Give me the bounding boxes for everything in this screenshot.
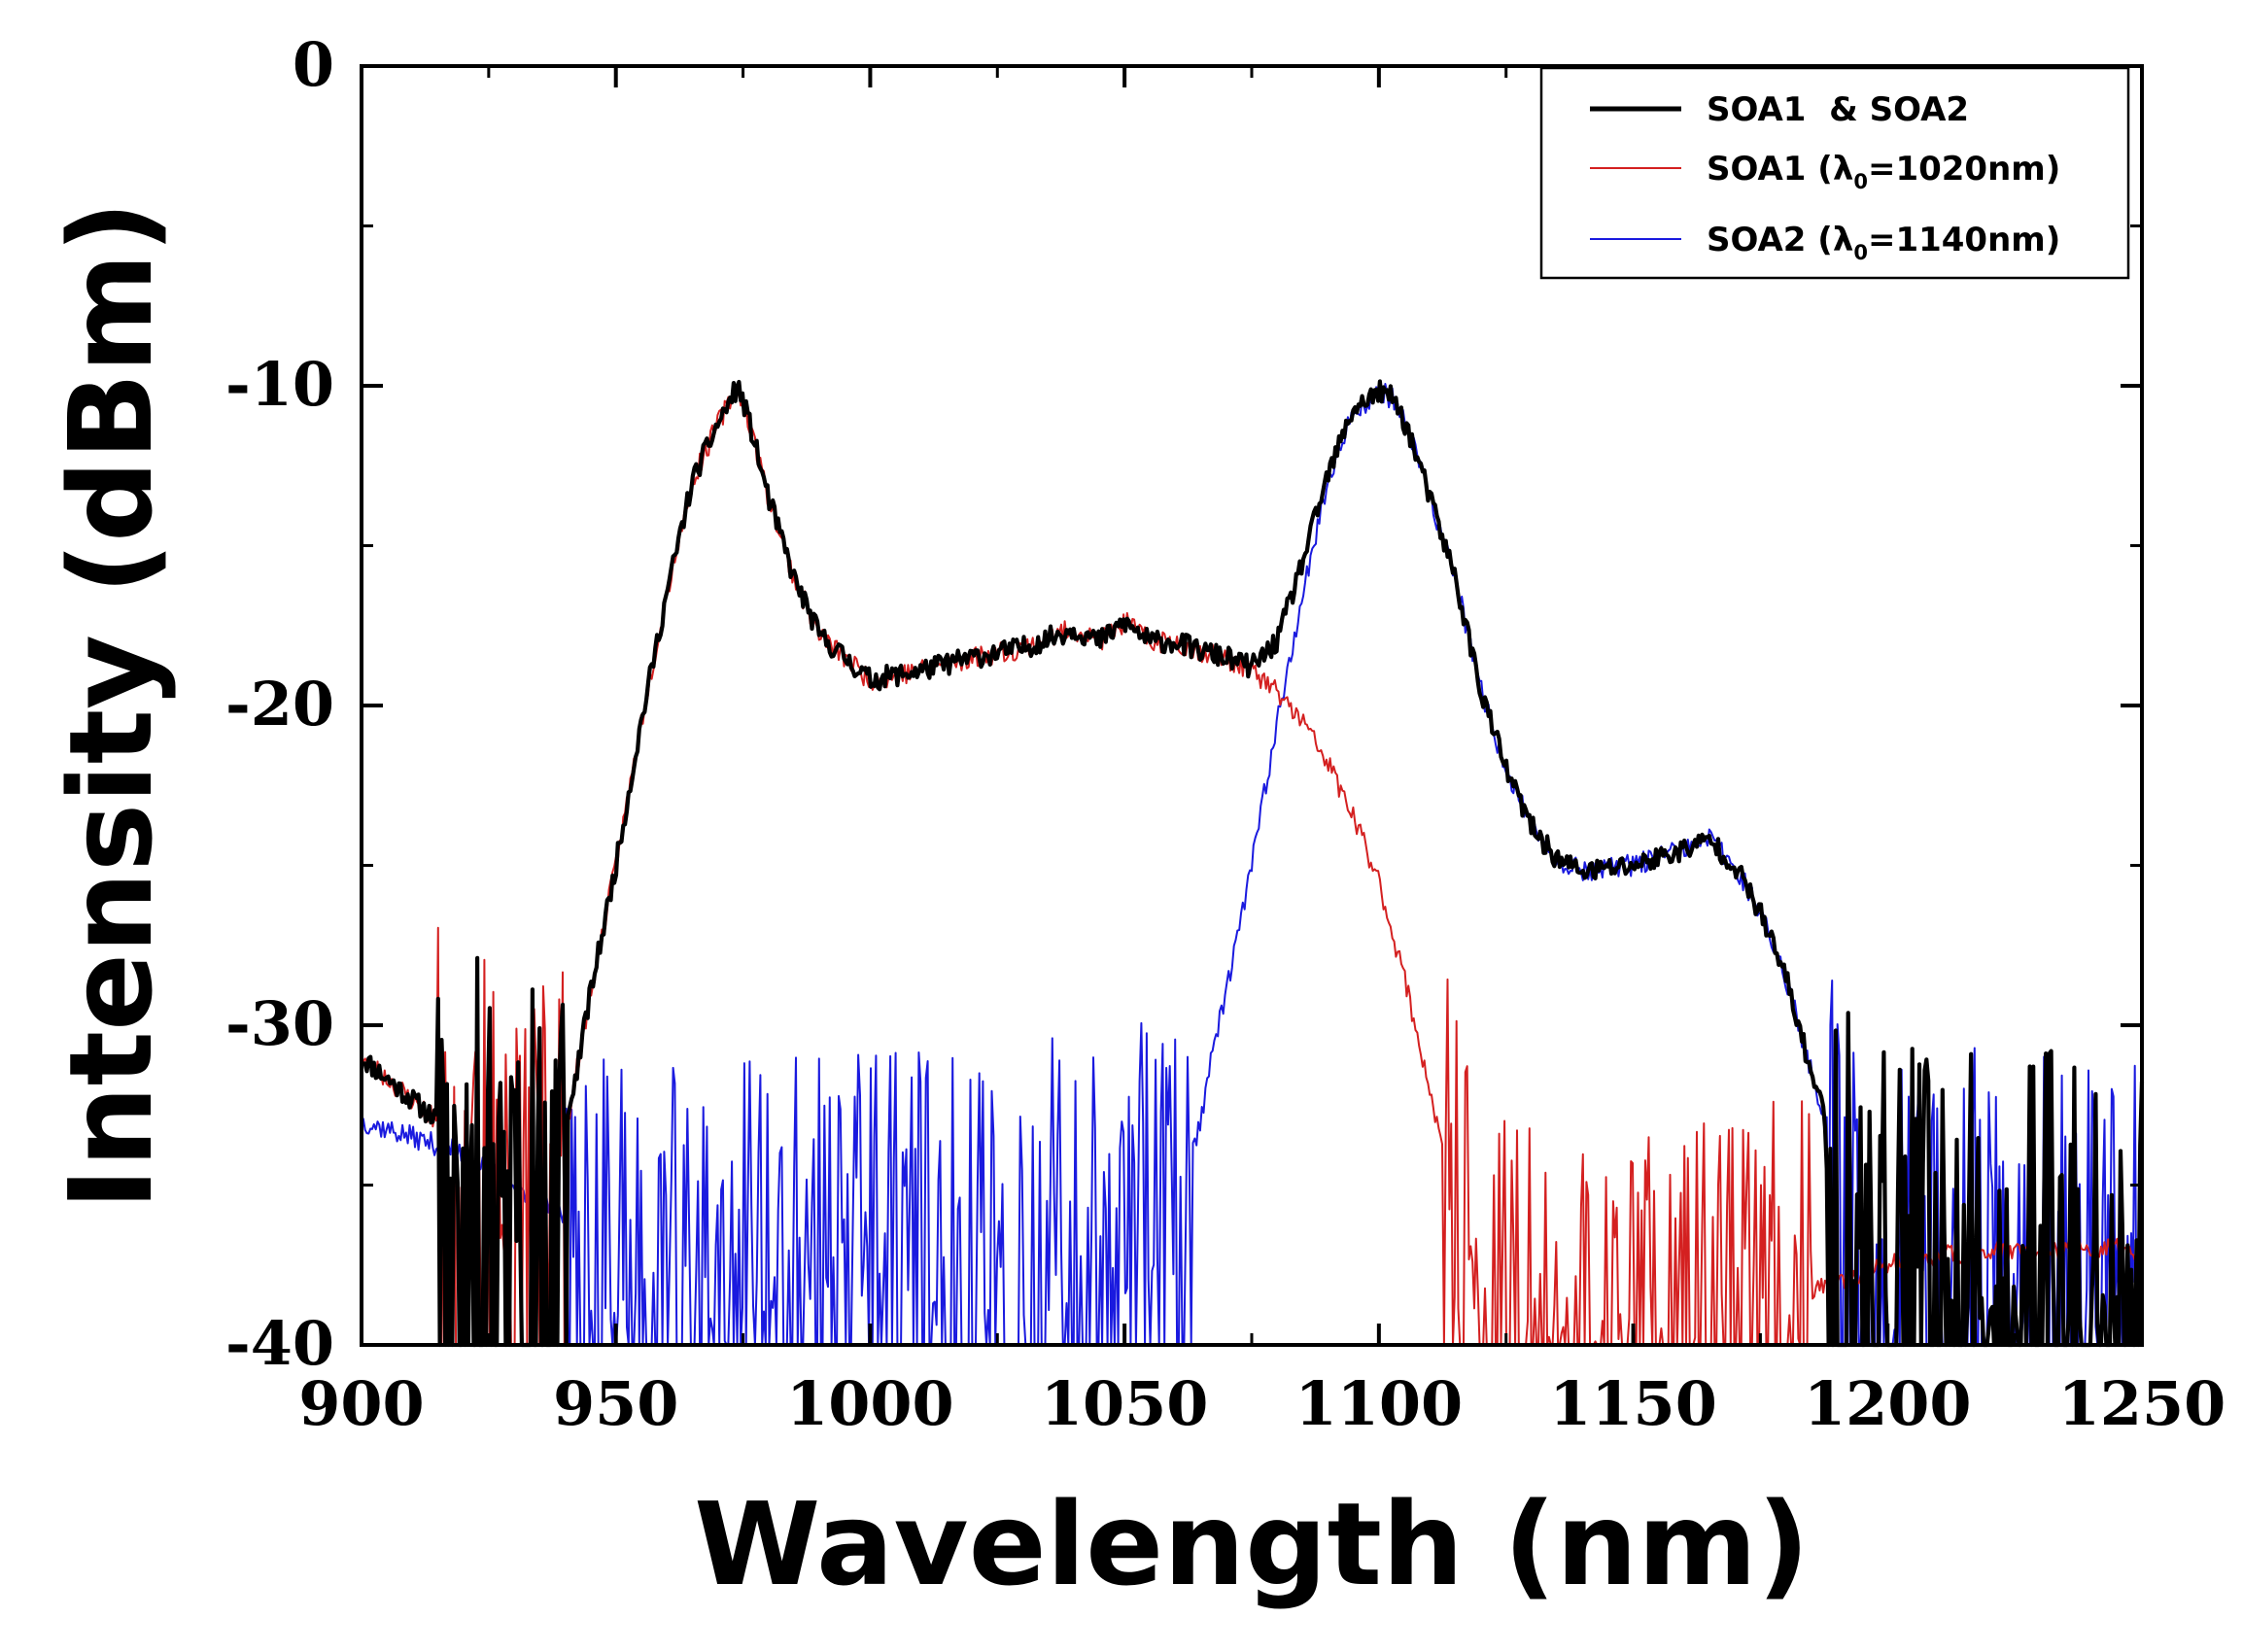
y-axis-title: Intensity (dBm) [44, 201, 178, 1211]
x-axis-title: Wavelength (nm) [694, 1477, 1810, 1611]
series-soa2 [361, 382, 2143, 1346]
x-tick-label: 1200 [1804, 1368, 1972, 1439]
plot-frame [360, 64, 2144, 1347]
legend-label-combined: SOA1 & SOA2 [1707, 90, 1969, 129]
tick-layer: 900 950 1000 1050 1100 1150 1200 1250 0 -10 -20 -30… [225, 29, 2226, 1439]
legend-box [1539, 66, 2130, 280]
y-tick-label: -30 [225, 988, 334, 1059]
x-tick-label: 950 [553, 1368, 678, 1439]
x-tick-label: 1250 [2058, 1368, 2226, 1439]
x-tick-label: 1000 [786, 1368, 954, 1439]
series-layer [361, 379, 2145, 1348]
x-tick-label: 1150 [1549, 1368, 1717, 1439]
x-tick-label: 1100 [1295, 1368, 1464, 1439]
y-tick-label: -20 [225, 669, 334, 740]
series-line-soa2 [361, 382, 2143, 1346]
y-tick-label: 0 [293, 29, 334, 100]
legend: SOA1 & SOA2 SOA1 (λ0=1020nm) SOA2 (λ0=11… [1539, 66, 2130, 280]
legend-label-soa2: SOA2 (λ0=1140nm) [1707, 221, 2060, 264]
legend-label-soa1: SOA1 (λ0=1020nm) [1707, 150, 2060, 193]
x-tick-label: 1050 [1041, 1368, 1209, 1439]
y-tick-label: -40 [225, 1308, 334, 1379]
y-tick-label: -10 [225, 349, 334, 420]
x-tick-label: 900 [298, 1368, 424, 1439]
